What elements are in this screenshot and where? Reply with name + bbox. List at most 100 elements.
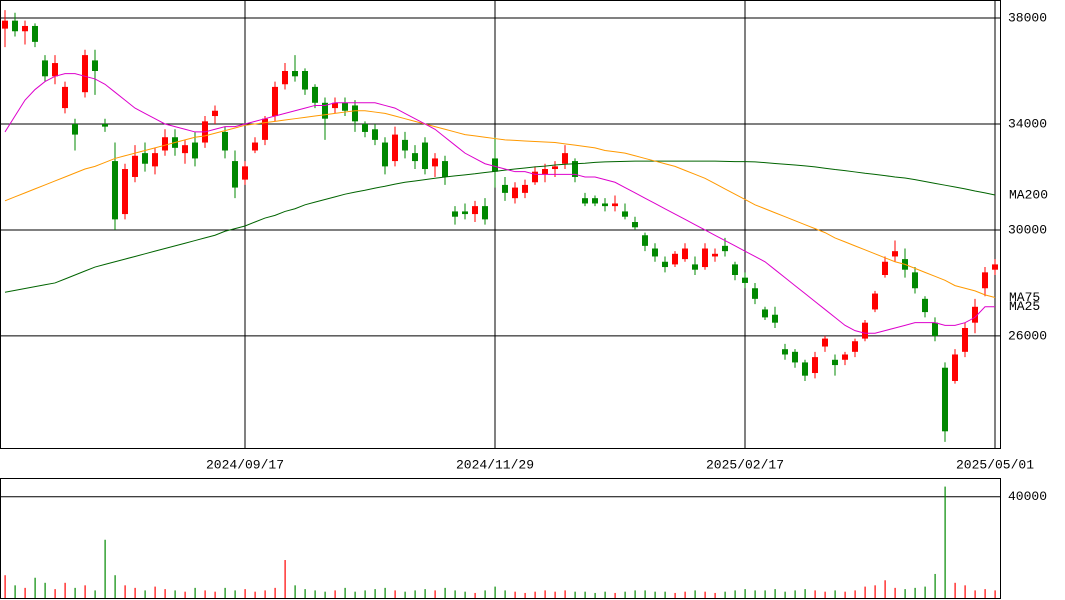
- candle-body: [592, 198, 598, 204]
- volume-bar: [14, 585, 16, 598]
- candle-body: [552, 166, 558, 170]
- volume-bar: [574, 591, 576, 598]
- candle-body: [682, 248, 688, 260]
- x-tick-label: 2025/02/17: [706, 457, 784, 472]
- candle-body: [782, 349, 788, 355]
- volume-bar: [174, 590, 176, 598]
- candle-body: [52, 63, 58, 77]
- candle-body: [92, 60, 98, 72]
- volume-bar: [634, 590, 636, 598]
- candle-body: [42, 60, 48, 77]
- volume-bar: [524, 592, 526, 598]
- candle-body: [842, 354, 848, 360]
- volume-bar: [834, 590, 836, 598]
- volume-bar: [984, 589, 986, 598]
- candle-body: [812, 357, 818, 374]
- candle-body: [72, 123, 78, 135]
- candle-body: [542, 169, 548, 175]
- candle-body: [182, 145, 188, 154]
- price-frame: [0, 0, 1001, 449]
- volume-bar: [664, 591, 666, 598]
- volume-bar: [294, 585, 296, 598]
- candle-body: [612, 203, 618, 207]
- candle-body: [302, 71, 308, 90]
- volume-bar: [894, 587, 896, 598]
- volume-bar: [824, 591, 826, 598]
- volume-bar: [4, 575, 6, 598]
- volume-bar: [414, 590, 416, 598]
- candle-body: [882, 261, 888, 275]
- candle-body: [632, 222, 638, 228]
- volume-frame: [0, 478, 1001, 599]
- candle-body: [862, 322, 868, 339]
- candle-body: [492, 158, 498, 172]
- volume-bar: [724, 591, 726, 598]
- candle-body: [332, 102, 338, 109]
- candle-body: [872, 293, 878, 310]
- volume-bar: [34, 577, 36, 598]
- candle-body: [22, 25, 28, 32]
- candle-body: [582, 198, 588, 204]
- ma-line: [4, 110, 996, 299]
- candle-body: [132, 155, 138, 177]
- candle-body: [732, 264, 738, 275]
- volume-bar: [194, 587, 196, 598]
- volume-bar: [804, 589, 806, 598]
- legend-label: MA25: [1009, 299, 1040, 314]
- volume-bar: [954, 582, 956, 598]
- candle-body: [982, 272, 988, 289]
- volume-bar: [654, 591, 656, 598]
- candle-body: [852, 341, 858, 352]
- volume-bar: [234, 590, 236, 598]
- volume-bar: [124, 585, 126, 598]
- volume-bar: [744, 589, 746, 598]
- candle-body: [802, 362, 808, 376]
- candle-body: [272, 86, 278, 117]
- candle-body: [252, 142, 258, 151]
- volume-bar: [434, 590, 436, 598]
- candle-body: [292, 71, 298, 77]
- candle-body: [352, 105, 358, 122]
- volume-bar: [304, 589, 306, 598]
- candle-body: [512, 187, 518, 199]
- volume-bar: [844, 591, 846, 598]
- volume-bar: [794, 590, 796, 598]
- candle-body: [752, 288, 758, 299]
- candle-body: [402, 139, 408, 151]
- candle-body: [532, 171, 538, 183]
- volume-bar: [374, 589, 376, 598]
- x-tick-label: 2025/05/01: [956, 457, 1034, 472]
- candle-body: [122, 169, 128, 215]
- volume-bar: [184, 591, 186, 598]
- candle-body: [742, 277, 748, 283]
- candle-body: [362, 123, 368, 132]
- candle-body: [822, 338, 828, 347]
- volume-bar: [904, 589, 906, 598]
- candle-body: [652, 248, 658, 257]
- volume-bar: [474, 592, 476, 598]
- volume-bar: [144, 590, 146, 598]
- volume-bar: [754, 590, 756, 598]
- candle-body: [282, 71, 288, 85]
- candle-body: [412, 153, 418, 162]
- volume-bar: [154, 586, 156, 598]
- candle-body: [462, 211, 468, 215]
- candle-body: [572, 161, 578, 177]
- candle-body: [932, 322, 938, 336]
- volume-bar: [424, 589, 426, 598]
- volume-bar: [164, 589, 166, 598]
- volume-bar: [544, 590, 546, 598]
- candle-body: [792, 351, 798, 363]
- candle-body: [472, 206, 478, 215]
- candle-body: [922, 298, 928, 313]
- volume-bar: [554, 591, 556, 598]
- candle-body: [422, 142, 428, 170]
- volume-bar: [694, 590, 696, 598]
- volume-bar: [584, 591, 586, 598]
- y-tick-label: 30000: [1008, 222, 1047, 237]
- volume-bar: [774, 589, 776, 598]
- candle-body: [962, 327, 968, 352]
- x-tick-label: 2024/11/29: [456, 457, 534, 472]
